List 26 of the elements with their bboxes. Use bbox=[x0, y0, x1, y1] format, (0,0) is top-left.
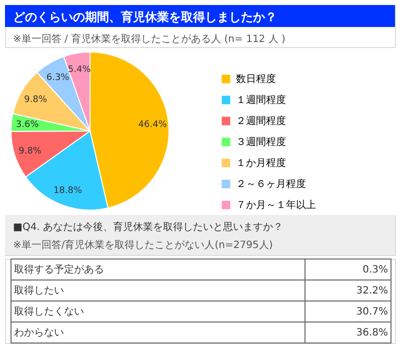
category-label: 取得する予定がある bbox=[14, 264, 104, 276]
data-label: 30.7% bbox=[356, 306, 388, 318]
data-label: 0.3% bbox=[362, 264, 388, 276]
text: ■Q4. あなたは今後、育児休業を取得したいと思いますか？ bbox=[13, 221, 284, 233]
data-label: 6.3% bbox=[46, 72, 70, 83]
data-label: 5.4% bbox=[68, 64, 92, 75]
legend-label: ２週間程度 bbox=[236, 115, 286, 127]
legend-label: ７か月～１年以上 bbox=[236, 199, 316, 211]
legend-label: １週間程度 bbox=[236, 94, 286, 106]
text: ※単一回答/育児休業を取得したことがない人(n=2795人) bbox=[13, 239, 273, 251]
data-label: 3.6% bbox=[16, 120, 40, 130]
data-label: 36.8% bbox=[356, 328, 388, 338]
category-label: わからない bbox=[14, 328, 64, 338]
data-label: 9.8% bbox=[18, 146, 42, 156]
legend-label: ２～６ヶ月程度 bbox=[236, 178, 306, 190]
category-label: 取得したい bbox=[14, 286, 64, 296]
legend-label: ３週間程度 bbox=[236, 136, 286, 148]
category-label: 取得したくない bbox=[14, 306, 84, 318]
data-label: 46.4% bbox=[138, 120, 168, 130]
legend-label: 数日程度 bbox=[236, 73, 276, 85]
data-label: 9.8% bbox=[24, 95, 48, 106]
chart-title: どのくらいの期間、育児休業を取得しましたか？ bbox=[13, 10, 277, 24]
legend-label: １か月程度 bbox=[236, 157, 286, 169]
chart-subtitle: ※単一回答 / 育児休業を取得したことがある人 (n= 112 人 ) bbox=[13, 33, 286, 45]
data-label: 18.8% bbox=[53, 186, 82, 196]
data-label: 32.2% bbox=[356, 286, 388, 296]
